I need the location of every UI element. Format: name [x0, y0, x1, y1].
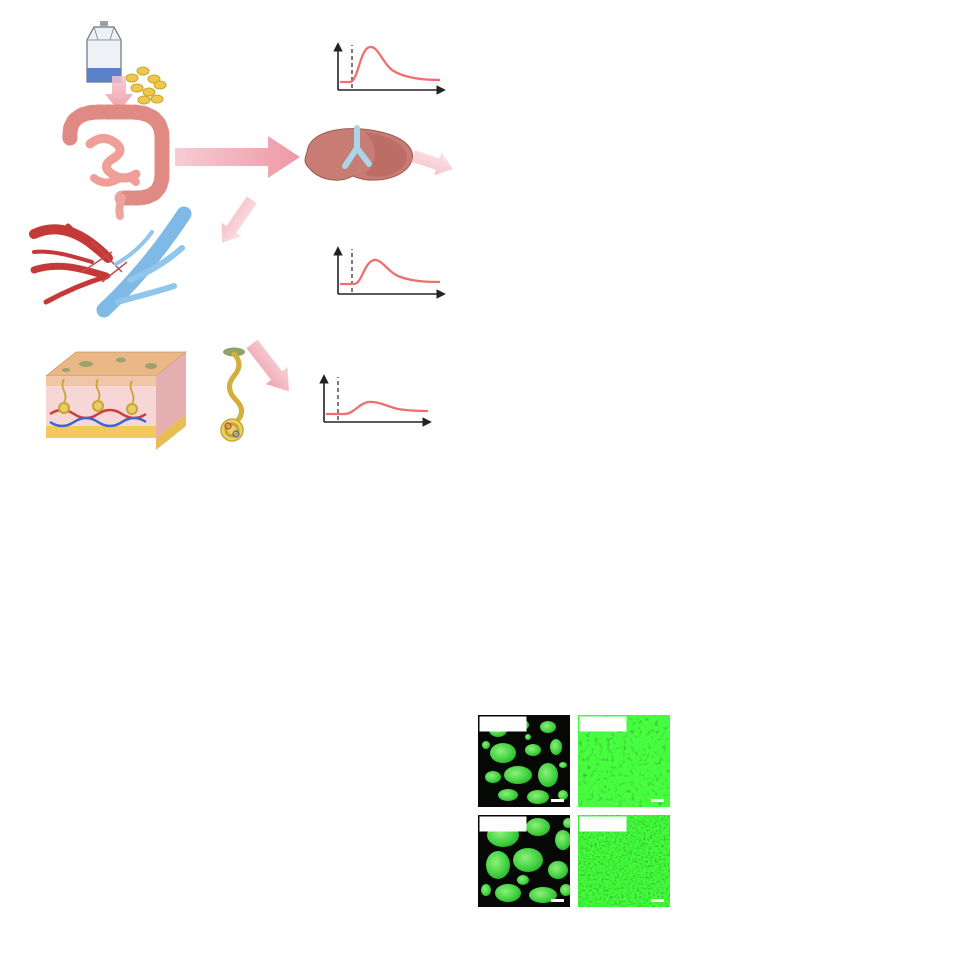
skin-icon	[44, 351, 188, 450]
panel-g-microscopy	[478, 715, 670, 907]
micrograph-biochip-2days	[478, 815, 570, 907]
micrograph-biochip-4days	[578, 815, 670, 907]
scale-bar	[551, 799, 564, 802]
digestion-arrow	[105, 76, 133, 112]
sweat-plot	[319, 374, 432, 427]
micrograph-control-4days	[578, 715, 670, 807]
panel-b-chart	[460, 0, 955, 462]
portal-blood-plot	[333, 42, 446, 95]
sweat-gland-icon	[220, 347, 245, 442]
blood-vessel-icon	[29, 206, 192, 318]
panel-c-chart	[0, 460, 310, 690]
milk-carton-icon	[86, 21, 122, 83]
endogenous-loss-arrow	[246, 339, 289, 392]
panel-e-chart	[600, 460, 955, 690]
liver-icon	[304, 125, 453, 181]
protein-pills-icon	[125, 66, 167, 105]
panel-a-illustration	[29, 21, 453, 450]
metabolism-arrow	[175, 136, 300, 178]
scale-bar	[551, 899, 564, 902]
micrograph-control-2days	[478, 715, 570, 807]
scale-bar	[651, 799, 664, 802]
gut-icon	[62, 104, 170, 220]
phe-to-vessel-arrow	[221, 196, 257, 243]
scale-bar	[651, 899, 664, 902]
panel-h-chart	[700, 690, 955, 965]
panel-f-chart	[0, 690, 460, 965]
panel-d-chart	[300, 460, 610, 690]
systemic-blood-plot	[333, 246, 446, 299]
